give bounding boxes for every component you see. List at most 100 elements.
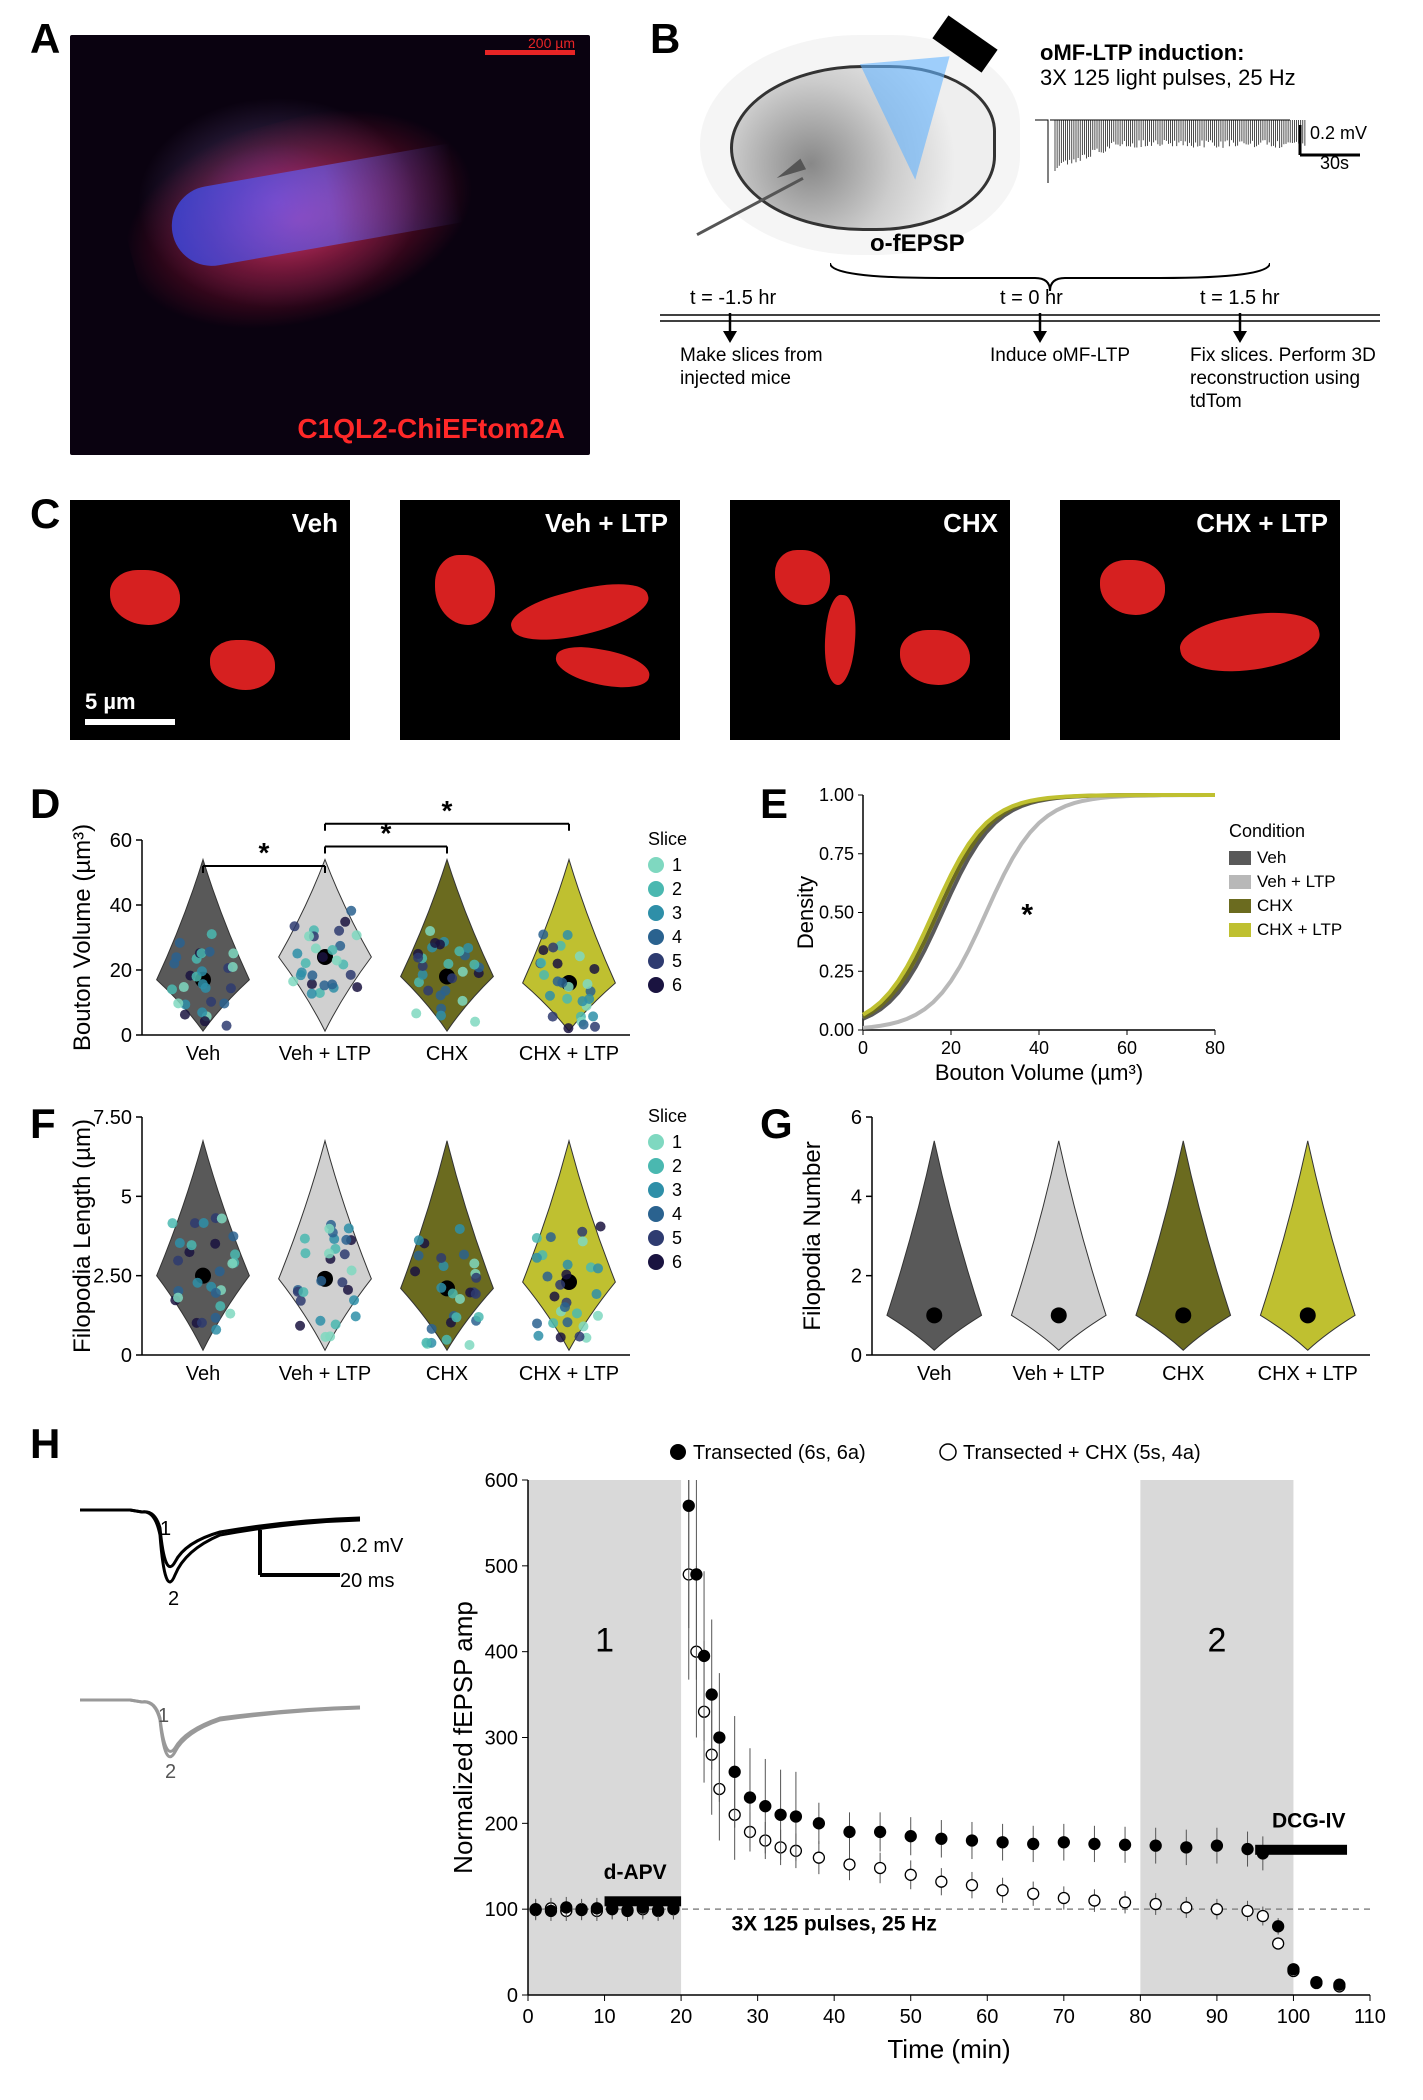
svg-text:Bouton Volume (µm³): Bouton Volume (µm³)	[935, 1060, 1143, 1085]
svg-text:CHX: CHX	[426, 1363, 468, 1385]
svg-text:7.50: 7.50	[93, 1107, 132, 1129]
svg-text:80: 80	[1205, 1038, 1225, 1058]
panel-label-h: H	[30, 1420, 60, 1468]
svg-text:300: 300	[485, 1728, 518, 1750]
timeline-t: t = -1.5 hr	[690, 287, 776, 310]
svg-text:3: 3	[672, 1180, 682, 1200]
protocol-title: oMF-LTP induction:	[1040, 40, 1244, 66]
svg-text:Condition: Condition	[1229, 821, 1305, 841]
bouton-icon	[435, 555, 495, 625]
timeline-desc: Make slices frominjected mice	[680, 345, 823, 391]
svg-text:Time (min): Time (min)	[887, 2034, 1010, 2064]
svg-text:100: 100	[485, 1899, 518, 1921]
o-fepsp-label: o-fEPSP	[870, 230, 965, 258]
svg-text:CHX: CHX	[1257, 896, 1293, 915]
arrow-down-icon	[1030, 313, 1050, 343]
svg-text:0.75: 0.75	[819, 844, 854, 864]
svg-text:CHX + LTP: CHX + LTP	[1258, 1363, 1358, 1385]
trace-scale-y-h: 0.2 mV	[340, 1535, 403, 1558]
svg-text:2: 2	[168, 1588, 179, 1610]
svg-text:CHX + LTP: CHX + LTP	[519, 1363, 619, 1385]
svg-text:*: *	[381, 818, 392, 849]
svg-text:Filopodia Number: Filopodia Number	[800, 1141, 826, 1330]
svg-text:0: 0	[522, 2006, 533, 2028]
svg-text:Slice: Slice	[648, 829, 687, 849]
svg-text:Veh: Veh	[186, 1043, 220, 1065]
svg-text:400: 400	[485, 1642, 518, 1664]
bouton-icon	[821, 594, 859, 686]
panel-label-c: C	[30, 490, 60, 538]
svg-text:1: 1	[672, 855, 682, 875]
bouton-icon	[553, 642, 653, 693]
svg-text:CHX: CHX	[426, 1043, 468, 1065]
svg-text:*: *	[1021, 898, 1033, 931]
protocol-detail: 3X 125 light pulses, 25 Hz	[1040, 65, 1296, 91]
svg-text:0: 0	[121, 1345, 132, 1367]
svg-text:0.00: 0.00	[819, 1020, 854, 1040]
trace-grey: 1 2	[70, 1670, 370, 1800]
svg-text:Veh: Veh	[186, 1363, 220, 1385]
timeline-t: t = 1.5 hr	[1200, 287, 1280, 310]
recon-label: CHX	[943, 508, 998, 539]
svg-text:d-APV: d-APV	[604, 1861, 667, 1884]
trace-scale-x-h: 20 ms	[340, 1570, 394, 1593]
svg-text:4: 4	[672, 1204, 682, 1224]
svg-text:4: 4	[672, 927, 682, 947]
svg-text:*: *	[442, 795, 453, 826]
svg-text:110: 110	[1354, 2006, 1386, 2028]
svg-text:0: 0	[121, 1025, 132, 1047]
bouton-icon	[900, 630, 970, 685]
svg-text:CHX + LTP: CHX + LTP	[1257, 920, 1342, 939]
bouton-icon	[775, 550, 830, 605]
panel-label-d: D	[30, 780, 60, 828]
marker-label-a: C1QL2-ChiEFtom2A	[297, 413, 565, 445]
svg-text:2: 2	[851, 1266, 862, 1288]
trace-x-scale: 30s	[1320, 153, 1349, 174]
svg-text:600: 600	[485, 1470, 518, 1492]
svg-text:10: 10	[593, 2006, 615, 2028]
panel-label-g: G	[760, 1100, 793, 1148]
svg-text:2.50: 2.50	[93, 1266, 132, 1288]
svg-text:20: 20	[670, 2006, 692, 2028]
recon-panel: Veh 5 µm	[70, 500, 350, 740]
panel-a-microscopy: 200 µm C1QL2-ChiEFtom2A	[70, 35, 590, 455]
timeline-desc: Fix slices. Perform 3Dreconstruction usi…	[1190, 345, 1380, 413]
scale-text: 5 µm	[85, 689, 136, 715]
svg-text:40: 40	[1029, 1038, 1049, 1058]
bouton-icon	[210, 640, 275, 690]
scale-bar	[85, 719, 175, 725]
svg-text:Veh + LTP: Veh + LTP	[1013, 1363, 1105, 1385]
timeline-desc: Induce oMF-LTP	[990, 345, 1130, 368]
fepsp-trace	[1030, 95, 1370, 225]
panel-label-a: A	[30, 15, 60, 63]
panel-f: 02.5057.50Filopodia Length (µm)VehVeh + …	[70, 1105, 750, 1405]
svg-text:40: 40	[110, 895, 132, 917]
svg-text:Normalized fEPSP amp: Normalized fEPSP amp	[450, 1601, 478, 1874]
bouton-icon	[1176, 603, 1323, 681]
trace-y-scale: 0.2 mV	[1310, 123, 1367, 144]
panel-b-container: oMF-LTP induction: 3X 125 light pulses, …	[700, 35, 1380, 455]
svg-text:CHX: CHX	[1162, 1363, 1204, 1385]
svg-text:2: 2	[165, 1761, 176, 1783]
arrow-down-icon	[720, 313, 740, 343]
svg-text:20: 20	[941, 1038, 961, 1058]
svg-text:60: 60	[110, 830, 132, 852]
svg-text:3: 3	[672, 903, 682, 923]
svg-text:0: 0	[507, 1985, 518, 2007]
svg-text:0: 0	[858, 1038, 868, 1058]
svg-text:Slice: Slice	[648, 1106, 687, 1126]
svg-text:*: *	[259, 837, 270, 868]
svg-text:100: 100	[1277, 2006, 1310, 2028]
svg-text:6: 6	[851, 1107, 862, 1129]
recon-label: CHX + LTP	[1196, 508, 1328, 539]
recon-panel: CHX + LTP	[1060, 500, 1340, 740]
svg-text:1: 1	[158, 1705, 169, 1727]
recon-panel: CHX	[730, 500, 1010, 740]
svg-text:Transected + CHX (5s, 4a): Transected + CHX (5s, 4a)	[963, 1442, 1201, 1464]
svg-text:Filopodia Length (µm): Filopodia Length (µm)	[70, 1119, 96, 1353]
svg-text:3X 125 pulses, 25 Hz: 3X 125 pulses, 25 Hz	[731, 1913, 936, 1936]
svg-text:50: 50	[900, 2006, 922, 2028]
svg-text:5: 5	[121, 1186, 132, 1208]
svg-text:Bouton Volume (µm³): Bouton Volume (µm³)	[70, 824, 96, 1051]
bouton-icon	[1100, 560, 1165, 615]
